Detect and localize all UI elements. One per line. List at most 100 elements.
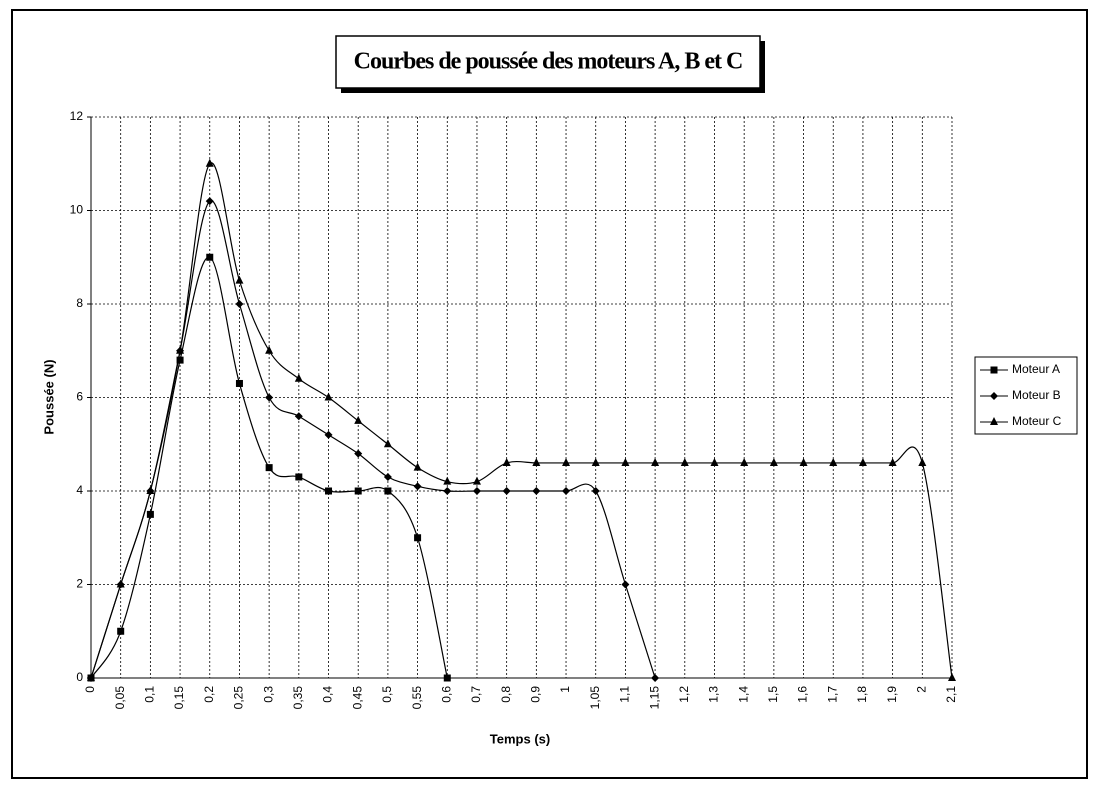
x-tick-label: 0,9 — [529, 686, 543, 703]
frame — [11, 9, 1088, 779]
x-tick-label: 1,7 — [825, 686, 839, 703]
marker — [205, 158, 214, 167]
marker — [710, 457, 719, 466]
y-tick-label: 2 — [76, 577, 83, 591]
marker — [502, 487, 511, 495]
x-tick-label: 2 — [914, 686, 928, 693]
marker — [146, 486, 155, 494]
marker — [948, 673, 956, 681]
marker — [443, 487, 452, 495]
marker — [413, 482, 422, 491]
marker — [354, 449, 363, 458]
marker — [918, 457, 927, 466]
y-axis-label: Poussée (N) — [41, 359, 56, 434]
y-tick-label: 6 — [76, 390, 83, 404]
marker — [176, 345, 185, 354]
marker — [354, 487, 362, 495]
x-tick-label: 1,3 — [707, 686, 721, 703]
x-tick-label: 1,9 — [885, 686, 899, 703]
marker — [265, 464, 273, 472]
marker — [591, 487, 600, 495]
marker — [117, 627, 125, 635]
marker — [295, 473, 303, 481]
marker — [990, 366, 998, 374]
x-axis-label: Temps (s) — [490, 731, 550, 746]
x-tick-label: 1,4 — [736, 686, 750, 703]
y-tick-label: 8 — [76, 296, 83, 310]
x-tick-label: 0,6 — [439, 686, 453, 703]
x-tick-label: 2,1 — [944, 686, 958, 703]
marker — [829, 457, 838, 466]
marker — [324, 430, 333, 439]
y-tick-label: 0 — [76, 670, 83, 684]
x-tick-label: 1,8 — [855, 686, 869, 703]
x-tick-label: 0,7 — [469, 686, 483, 703]
marker — [443, 476, 452, 485]
marker — [532, 457, 541, 466]
marker — [651, 457, 660, 466]
x-tick-label: 1 — [558, 686, 572, 693]
x-tick-label: 1,1 — [618, 686, 632, 703]
marker — [235, 379, 243, 387]
marker — [414, 534, 422, 542]
marker — [383, 472, 392, 481]
marker — [324, 392, 333, 401]
x-tick-label: 0,1 — [143, 686, 157, 703]
marker — [325, 487, 333, 495]
marker — [651, 674, 660, 682]
marker — [621, 580, 630, 589]
x-tick-label: 0 — [83, 686, 97, 693]
marker — [265, 345, 274, 354]
x-tick-label: 0,45 — [350, 686, 364, 710]
chart-title: Courbes de poussée des moteurs A, B et C — [354, 49, 743, 75]
marker — [354, 415, 363, 424]
marker — [562, 457, 571, 466]
marker — [990, 417, 998, 425]
marker — [740, 457, 749, 466]
marker — [858, 457, 867, 466]
series-line — [90, 200, 656, 679]
marker — [294, 412, 303, 421]
x-tick-label: 1,05 — [588, 686, 602, 710]
marker — [680, 457, 689, 466]
marker — [532, 487, 541, 495]
x-tick-label: 0,35 — [291, 686, 305, 710]
legend-label: Moteur C — [1012, 414, 1062, 428]
marker — [206, 253, 214, 261]
x-tick-label: 0,15 — [172, 686, 186, 710]
marker — [562, 487, 571, 495]
marker — [265, 393, 274, 402]
legend-label: Moteur A — [1012, 362, 1060, 376]
x-tick-label: 0,05 — [113, 686, 127, 710]
marker — [502, 457, 511, 466]
marker — [205, 197, 214, 206]
marker — [443, 674, 451, 682]
x-tick-label: 0,3 — [261, 686, 275, 703]
marker — [116, 579, 125, 588]
marker — [621, 457, 630, 466]
x-tick-label: 0,2 — [202, 686, 216, 703]
marker — [294, 373, 303, 382]
x-tick-label: 0,4 — [321, 686, 335, 703]
marker — [799, 457, 808, 466]
marker — [888, 457, 897, 466]
marker — [235, 300, 244, 308]
legend-label: Moteur B — [1012, 388, 1061, 402]
marker — [472, 487, 481, 495]
marker — [591, 457, 600, 466]
title-box — [335, 35, 761, 89]
series-line — [90, 162, 953, 679]
marker — [990, 392, 998, 400]
marker — [146, 510, 154, 518]
marker — [413, 462, 422, 471]
x-tick-label: 1,6 — [796, 686, 810, 703]
marker — [383, 439, 392, 448]
x-tick-label: 0,55 — [410, 686, 424, 710]
marker — [235, 275, 244, 284]
x-tick-label: 1,5 — [766, 686, 780, 703]
marker — [87, 673, 95, 681]
x-tick-label: 0,25 — [232, 686, 246, 710]
marker — [472, 476, 481, 485]
marker — [769, 457, 778, 466]
y-tick-label: 4 — [76, 483, 83, 497]
